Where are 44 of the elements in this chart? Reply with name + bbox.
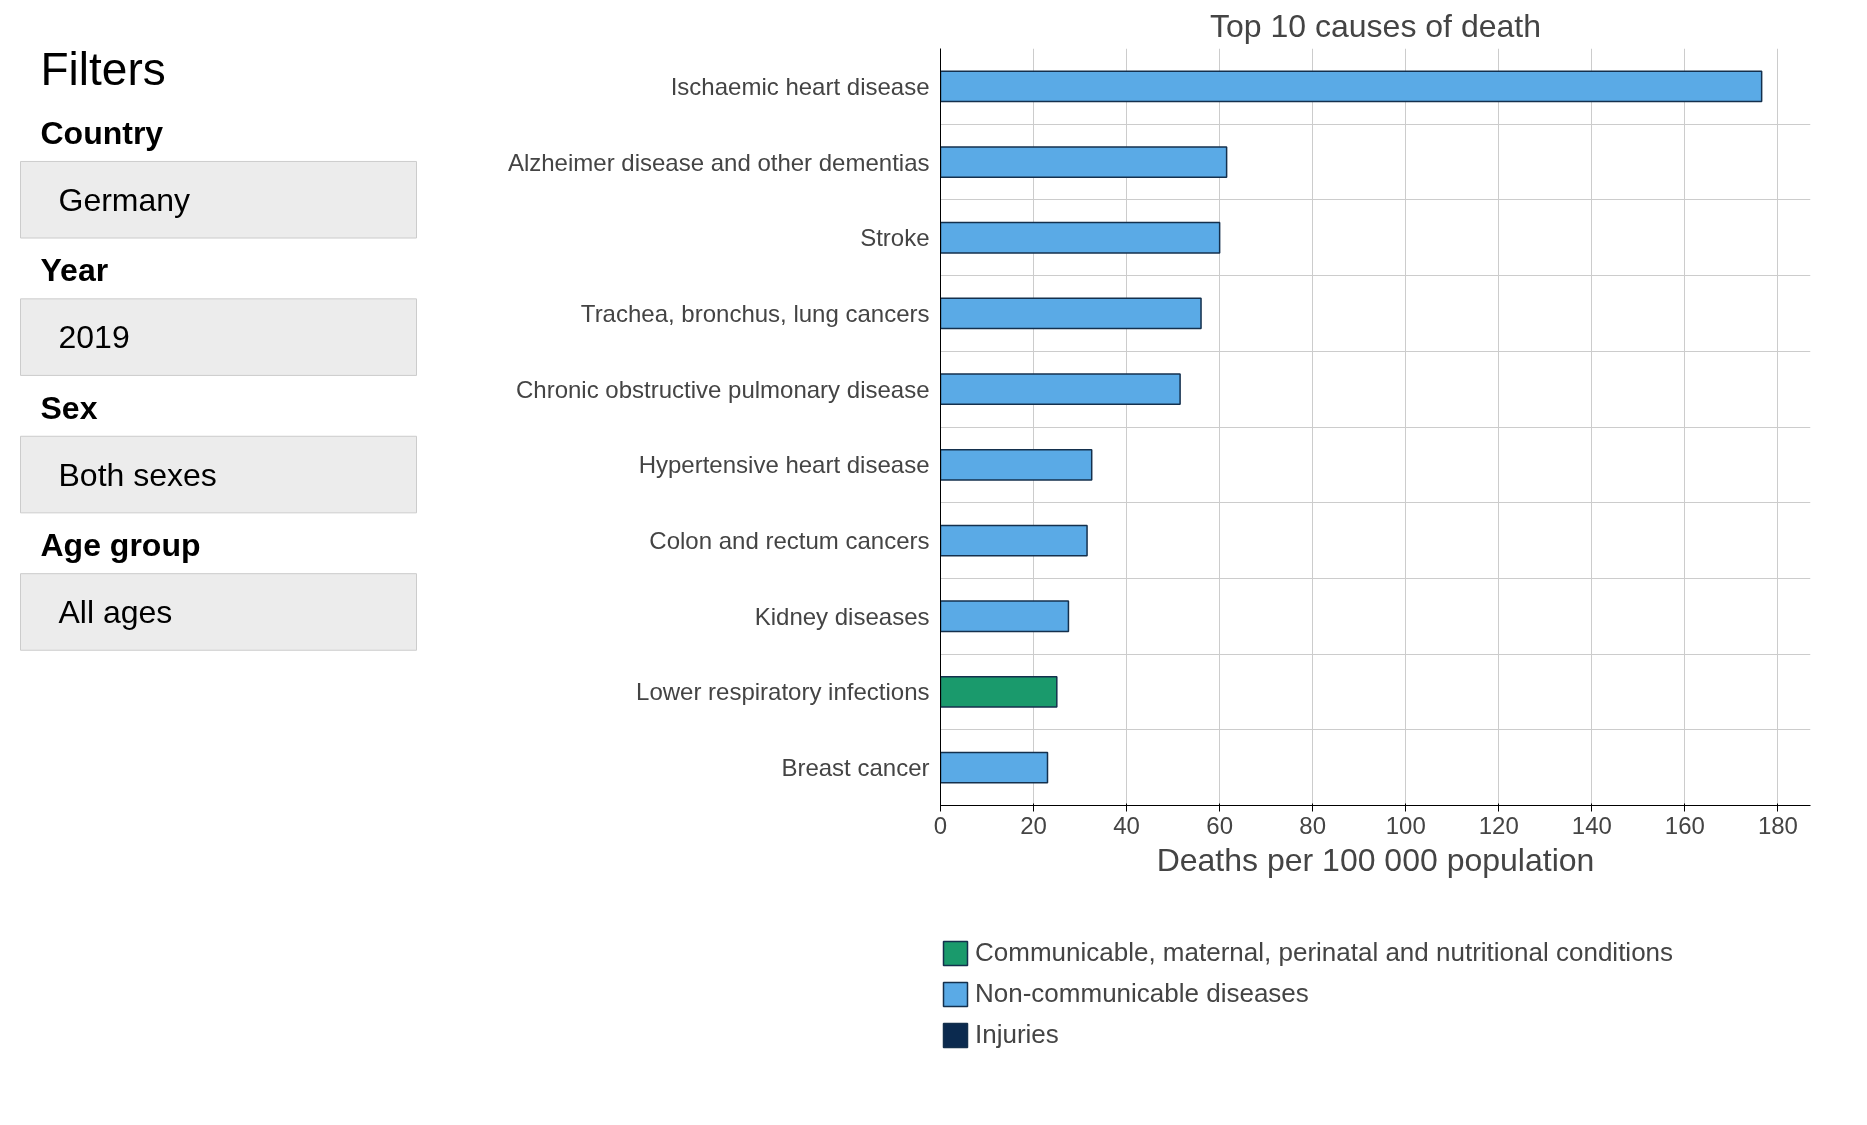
y-tick-label: Lower respiratory infections	[636, 678, 930, 706]
x-axis-title: Deaths per 100 000 population	[1156, 841, 1595, 878]
legend-label: Injuries	[975, 1019, 1059, 1050]
x-tick-label: 20	[1020, 811, 1047, 839]
x-tick-label: 140	[1571, 811, 1612, 839]
x-tick-label: 0	[933, 811, 948, 839]
y-tick-label: Hypertensive heart disease	[638, 451, 930, 479]
x-tick-label: 80	[1299, 811, 1327, 839]
bar	[940, 600, 1070, 633]
y-tick-label: Trachea, bronchus, lung cancers	[580, 299, 930, 327]
bar	[940, 448, 1093, 481]
bar	[940, 146, 1228, 178]
y-tick-label: Chronic obstructive pulmonary disease	[515, 375, 930, 403]
y-tick-label: Breast cancer	[781, 754, 930, 782]
text: Age group	[40, 527, 201, 564]
y-tick-label: Stroke	[860, 224, 930, 252]
bar	[940, 297, 1202, 330]
text: Filters	[40, 43, 166, 96]
text: Year	[40, 252, 109, 289]
text: Germany	[58, 181, 191, 218]
y-tick-label: Alzheimer disease and other dementias	[507, 148, 930, 176]
x-tick-label: 40	[1113, 811, 1140, 839]
bar	[940, 373, 1181, 406]
legend-label: Communicable, maternal, perinatal and nutritional conditions	[975, 937, 1674, 968]
bar	[940, 70, 1763, 103]
chart-title: Top 10 causes of death	[1210, 7, 1541, 44]
bar	[940, 676, 1058, 708]
text: All ages	[58, 593, 173, 630]
y-tick-label: Colon and rectum cancers	[649, 527, 930, 555]
bar	[940, 751, 1049, 784]
x-tick-label: 180	[1757, 811, 1798, 839]
y-tick-label: Kidney diseases	[754, 602, 930, 630]
text: Country	[40, 115, 164, 151]
x-tick-label: 160	[1664, 811, 1705, 839]
text: 2019	[58, 319, 130, 356]
text: Sex	[40, 389, 98, 426]
y-tick-label: Ischaemic heart disease	[670, 72, 930, 100]
bar	[940, 221, 1221, 254]
legend-label: Non-communicable diseases	[975, 978, 1309, 1009]
x-tick-label: 60	[1206, 811, 1233, 839]
x-tick-label: 120	[1478, 811, 1519, 839]
bar	[940, 524, 1088, 557]
x-tick-label: 100	[1385, 811, 1426, 839]
text: Both sexes	[58, 456, 217, 493]
